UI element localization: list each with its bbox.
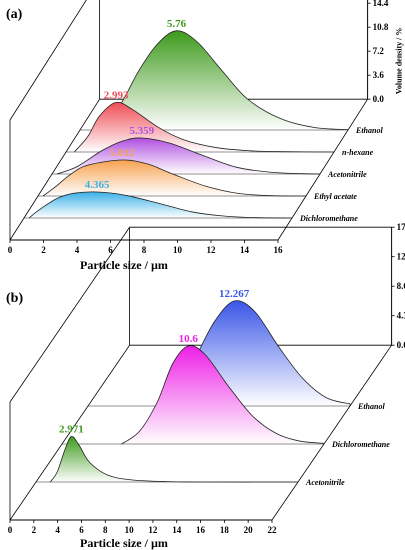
peak-value-label: 2.993: [104, 89, 129, 101]
series-area: [121, 345, 324, 444]
series-area: [91, 30, 348, 131]
x-tick-label: 8: [103, 525, 108, 535]
series-outline: [28, 191, 293, 219]
x-axis-label: Particle size / µm: [80, 258, 168, 272]
series-area: [50, 436, 298, 483]
x-tick-label: 22: [268, 525, 278, 535]
x-tick-label: 6: [108, 245, 113, 255]
series-area: [43, 159, 306, 196]
peak-value-label: 5.76: [167, 18, 187, 30]
peak-value-label: 12.267: [219, 288, 250, 300]
panel-label: (b): [6, 291, 23, 306]
series-acetonitrile: 2.971 Acetonitrile: [36, 424, 345, 487]
series-outline: [42, 159, 307, 197]
x-tick-label: 12: [207, 245, 217, 255]
x-tick-label: 4: [55, 525, 60, 535]
left-depth-edge: [9, 344, 130, 521]
x-tick-label: 12: [148, 525, 158, 535]
z-tick-label: 17.2: [397, 222, 405, 232]
series-name-label: Acetonitrile: [305, 478, 345, 487]
x-tick-label: 6: [79, 525, 84, 535]
x-tick-label: 16: [196, 525, 206, 535]
z-tick-label: 3.6: [373, 70, 385, 80]
x-tick-label: 4: [75, 245, 80, 255]
x-tick-label: 10: [173, 245, 183, 255]
chart-panel-a: (a)0.03.67.210.814.418.0Volume density /…: [6, 0, 404, 272]
series-name-label: Dichloromethane: [299, 214, 358, 223]
series-name-label: Ethyl acetate: [313, 192, 357, 201]
x-tick-label: 18: [220, 525, 230, 535]
x-tick-label: 0: [8, 525, 13, 535]
peak-value-label: 4.365: [85, 179, 110, 191]
right-depth-edge: [271, 344, 392, 521]
x-axis-label: Particle size / µm: [80, 536, 168, 550]
series-name-label: Ethanol: [355, 126, 383, 135]
x-tick-label: 2: [41, 245, 46, 255]
x-tick-label: 10: [125, 525, 135, 535]
x-tick-label: 8: [142, 245, 147, 255]
chart-panel-b: (b)0.04.38.612.917.2Volume density / %02…: [6, 222, 405, 550]
series-ethanol: 12.267 Ethanol: [88, 288, 385, 411]
series-name-label: Ethanol: [357, 402, 385, 411]
series-name-label: Dichloromethane: [331, 440, 390, 449]
z-tick-label: 0.0: [397, 340, 405, 350]
z-tick-label: 7.2: [373, 46, 385, 56]
x-tick-label: 2: [32, 525, 37, 535]
top-left-edge: [9, 226, 130, 403]
series-outline: [74, 101, 335, 153]
axis-frame: 0.03.67.210.814.418.0Volume density / %0…: [8, 0, 404, 272]
peak-value-label: 2.971: [59, 424, 84, 436]
series-name-label: Acetonitrile: [327, 170, 367, 179]
z-tick-label: 14.4: [373, 0, 389, 8]
series-area: [29, 191, 292, 218]
x-tick-label: 16: [274, 245, 284, 255]
z-tick-label: 0.0: [373, 94, 385, 104]
series-outline: [121, 345, 325, 445]
series-outline: [56, 137, 321, 175]
z-tick-label: 8.6: [397, 281, 405, 291]
series-ethyl-acetate: 5.012 Ethyl acetate: [38, 147, 357, 201]
series-dichloromethane: 10.6 Dichloromethane: [62, 333, 390, 449]
left-depth-edge: [9, 98, 100, 241]
panel-label: (a): [6, 7, 23, 22]
series-dichloromethane: 4.365 Dichloromethane: [24, 179, 358, 223]
right-depth-edge: [277, 98, 368, 241]
z-tick-label: 4.3: [397, 311, 405, 321]
top-left-edge: [9, 0, 87, 121]
x-tick-label: 14: [172, 525, 182, 535]
x-tick-label: 0: [8, 245, 13, 255]
peak-value-label: 5.012: [110, 147, 135, 159]
peak-value-label: 10.6: [179, 333, 199, 345]
peak-value-label: 5.359: [129, 125, 154, 137]
z-tick-label: 10.8: [373, 22, 389, 32]
x-tick-label: 20: [244, 525, 254, 535]
z-tick-label: 12.9: [397, 252, 405, 262]
x-tick-label: 14: [240, 245, 250, 255]
series-name-label: n-hexane: [342, 148, 374, 157]
z-axis-label: Volume density / %: [395, 28, 404, 95]
